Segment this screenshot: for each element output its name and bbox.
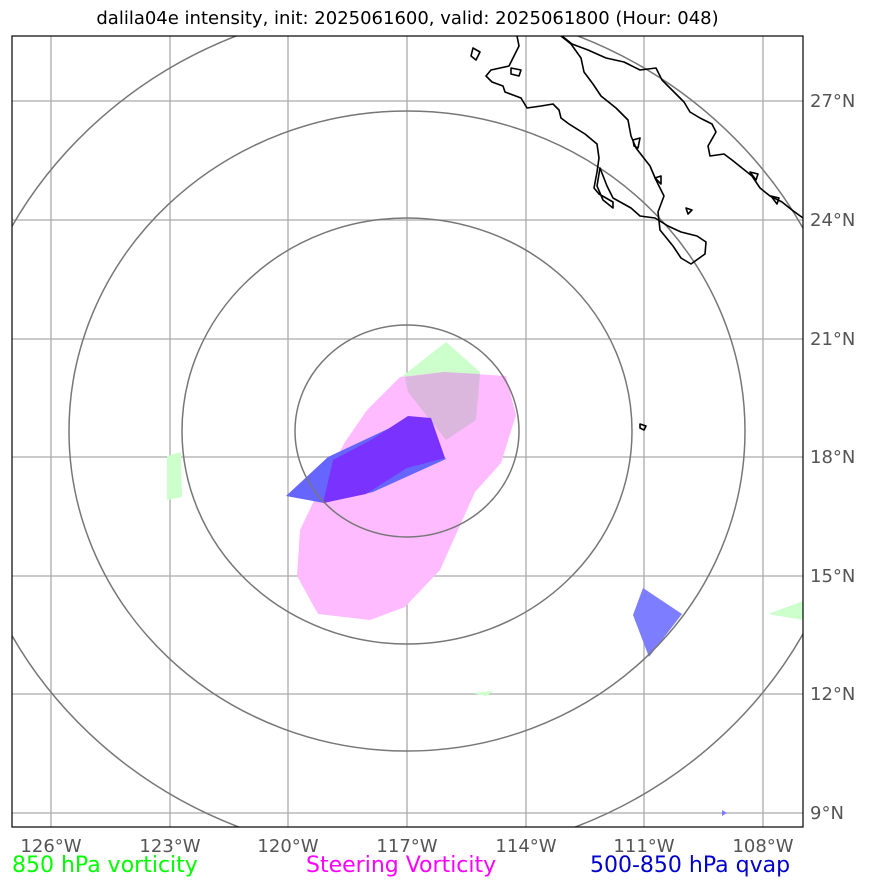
lon-tick-label: 114°W bbox=[495, 836, 556, 857]
vorticity-overlap-fill bbox=[405, 372, 480, 440]
latitude-labels: 27°N 24°N 21°N 18°N 15°N 12°N 9°N bbox=[810, 91, 855, 824]
legend-qvap: 500-850 hPa qvap bbox=[590, 853, 791, 878]
lon-tick-label: 111°W bbox=[613, 836, 674, 857]
lat-tick-label: 12°N bbox=[810, 684, 855, 705]
lat-tick-label: 15°N bbox=[810, 566, 855, 587]
lon-tick-label: 108°W bbox=[732, 836, 793, 857]
lat-tick-label: 21°N bbox=[810, 329, 855, 350]
coastline bbox=[470, 36, 803, 431]
lat-tick-label: 24°N bbox=[810, 210, 855, 231]
longitude-labels: 126°W 123°W 120°W 117°W 114°W 111°W 108°… bbox=[20, 836, 793, 857]
legend-steering-vorticity: Steering Vorticity bbox=[306, 853, 497, 878]
map-frame bbox=[11, 35, 804, 828]
lon-tick-label: 123°W bbox=[139, 836, 200, 857]
qvap-fill-speck bbox=[722, 810, 727, 816]
map-title: dalila04e intensity, init: 2025061600, v… bbox=[96, 8, 719, 29]
lon-tick-label: 117°W bbox=[376, 836, 437, 857]
lon-tick-label: 120°W bbox=[257, 836, 318, 857]
steering-vorticity-fill bbox=[297, 372, 516, 620]
legend-850-vorticity: 850 hPa vorticity bbox=[12, 853, 198, 878]
lat-tick-label: 9°N bbox=[810, 803, 844, 824]
map-plot-area bbox=[12, 36, 803, 827]
qvap-fill-southeast bbox=[633, 588, 682, 657]
lon-tick-label: 126°W bbox=[20, 836, 81, 857]
qvap-core-fill bbox=[323, 416, 445, 503]
lat-tick-label: 18°N bbox=[810, 447, 855, 468]
range-rings bbox=[12, 36, 803, 827]
lat-tick-label: 27°N bbox=[810, 91, 855, 112]
